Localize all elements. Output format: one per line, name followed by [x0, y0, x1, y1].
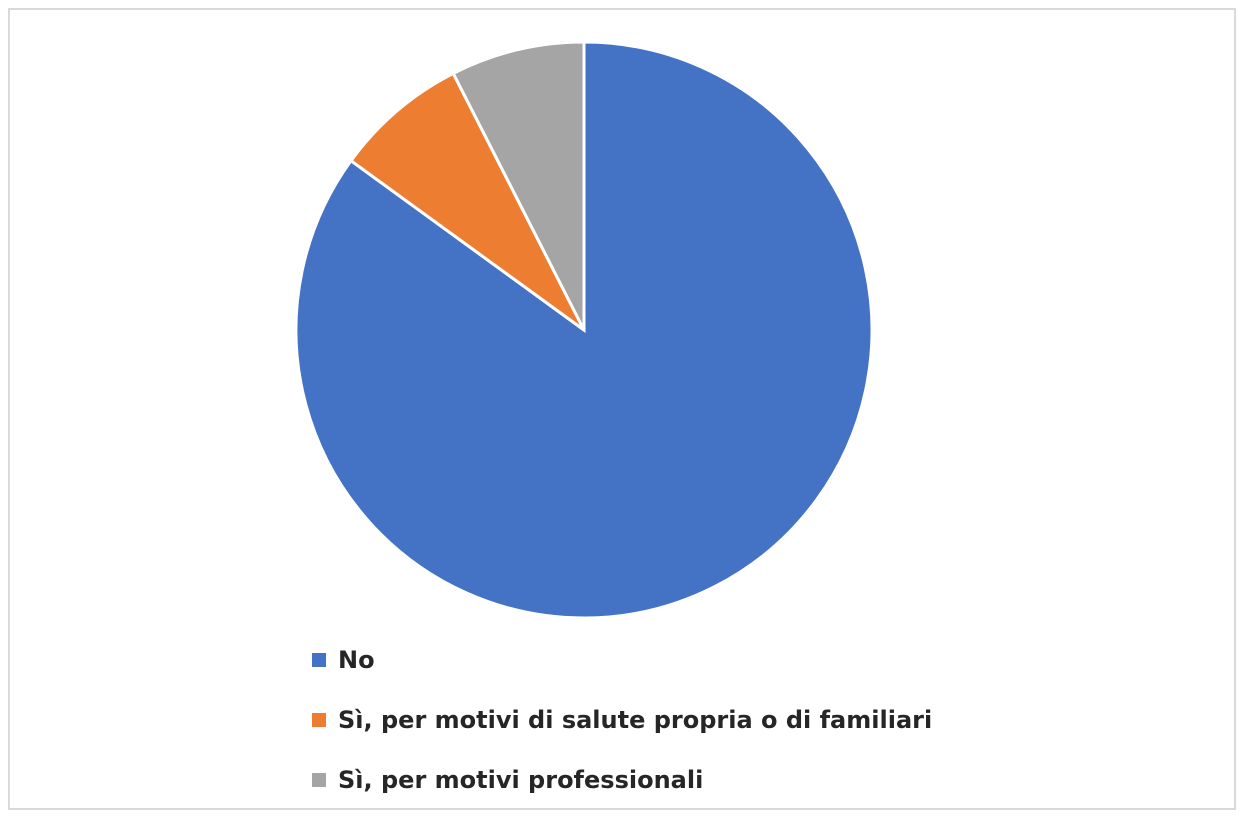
legend: No Sì, per motivi di salute propria o di… — [312, 630, 932, 810]
legend-item-salute: Sì, per motivi di salute propria o di fa… — [312, 690, 932, 750]
legend-item-professionali: Sì, per motivi professionali — [312, 750, 932, 810]
legend-swatch-no — [312, 653, 326, 667]
legend-item-no: No — [312, 630, 932, 690]
pie-slice-salute — [348, 71, 586, 332]
legend-label-salute: Sì, per motivi di salute propria o di fa… — [338, 706, 933, 734]
legend-swatch-professionali — [312, 773, 326, 787]
legend-label-professionali: Sì, per motivi professionali — [338, 766, 704, 794]
legend-swatch-salute — [312, 713, 326, 727]
legend-label-no: No — [338, 646, 375, 674]
pie-slice-professionali — [451, 40, 586, 331]
